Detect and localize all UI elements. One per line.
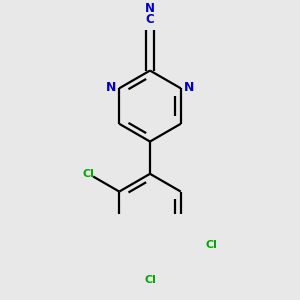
Text: N: N: [106, 81, 116, 94]
Text: N: N: [145, 2, 155, 15]
Text: Cl: Cl: [206, 240, 218, 250]
Text: Cl: Cl: [82, 169, 94, 179]
Text: Cl: Cl: [144, 275, 156, 285]
Text: C: C: [146, 13, 154, 26]
Text: N: N: [184, 81, 194, 94]
